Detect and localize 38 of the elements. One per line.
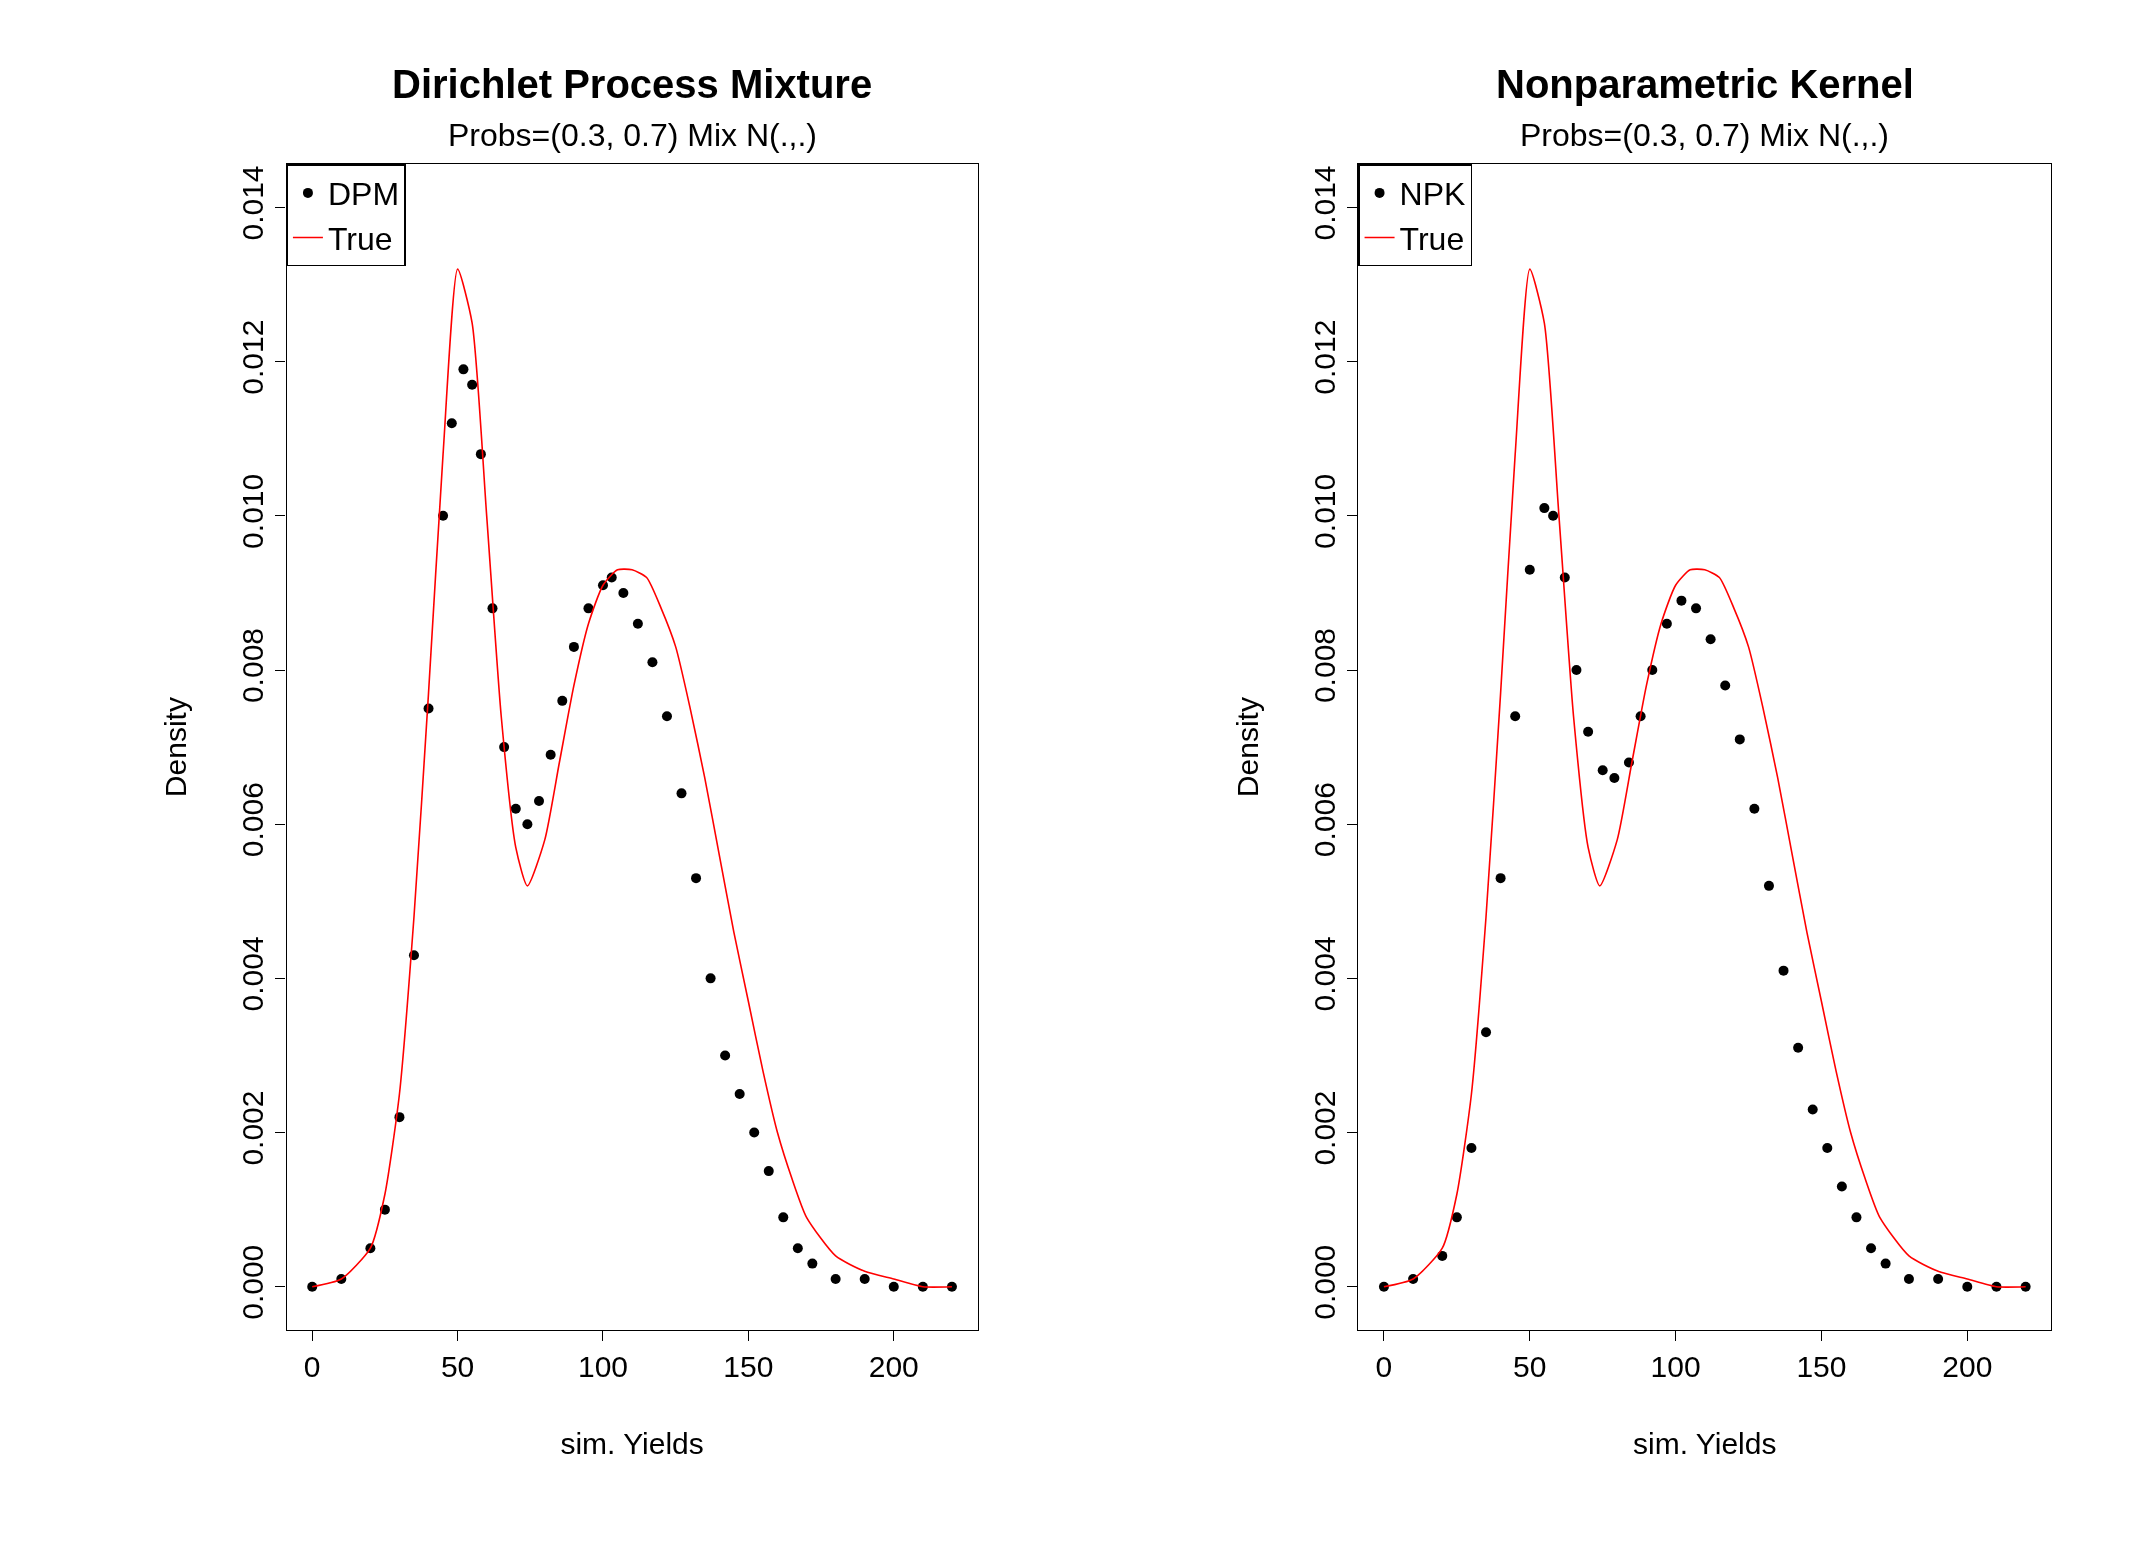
- y-tick-label: 0.008: [236, 627, 270, 704]
- y-tick-label: 0.000: [236, 1244, 270, 1320]
- x-tick-label: 150: [723, 1350, 774, 1384]
- x-axis-title: sim. Yields: [560, 1426, 704, 1460]
- x-axis-title: sim. Yields: [1633, 1426, 1777, 1460]
- y-tick-label: 0.010: [1308, 473, 1342, 549]
- y-tick-label: 0.004: [1308, 936, 1342, 1012]
- y-tick-label: 0.012: [236, 319, 270, 395]
- x-tick-label: 50: [440, 1350, 475, 1384]
- x-tick-label: 150: [1796, 1350, 1847, 1384]
- x-tick-label: 200: [1942, 1350, 1993, 1384]
- y-axis-title: Density: [1231, 697, 1265, 798]
- y-tick-label: 0.006: [1308, 782, 1342, 858]
- y-tick-label: 0.010: [236, 473, 270, 549]
- x-tick-label: 100: [577, 1350, 629, 1384]
- x-tick-label: 100: [1650, 1350, 1701, 1384]
- chart-subtitle: Probs=(0.3, 0.7) Mix N(.,.): [448, 117, 817, 153]
- y-tick-label: 0.008: [1308, 627, 1342, 704]
- chart-subtitle: Probs=(0.3, 0.7) Mix N(.,.): [1520, 117, 1889, 153]
- x-tick-label: 200: [868, 1350, 919, 1384]
- legend-label: DPM: [327, 176, 400, 213]
- y-tick-label: 0.014: [236, 165, 270, 241]
- y-tick-label: 0.002: [236, 1090, 270, 1166]
- chart-title: Nonparametric Kernel: [1496, 62, 1914, 106]
- y-tick-label: 0.002: [1308, 1090, 1342, 1166]
- x-tick-label: 0: [303, 1350, 321, 1384]
- y-tick-label: 0.012: [1308, 319, 1342, 395]
- legend-label: True: [1399, 220, 1465, 257]
- x-tick-label: 50: [1513, 1350, 1547, 1384]
- y-tick-label: 0.014: [1308, 165, 1342, 241]
- legend-label: NPK: [1399, 176, 1466, 213]
- x-tick-label: 0: [1375, 1350, 1393, 1384]
- y-tick-label: 0.006: [236, 782, 270, 858]
- y-tick-label: 0.004: [236, 936, 270, 1012]
- y-axis-title: Density: [159, 697, 193, 798]
- chart-title: Dirichlet Process Mixture: [392, 62, 873, 106]
- y-tick-label: 0.000: [1308, 1244, 1342, 1320]
- legend-label: True: [327, 220, 393, 257]
